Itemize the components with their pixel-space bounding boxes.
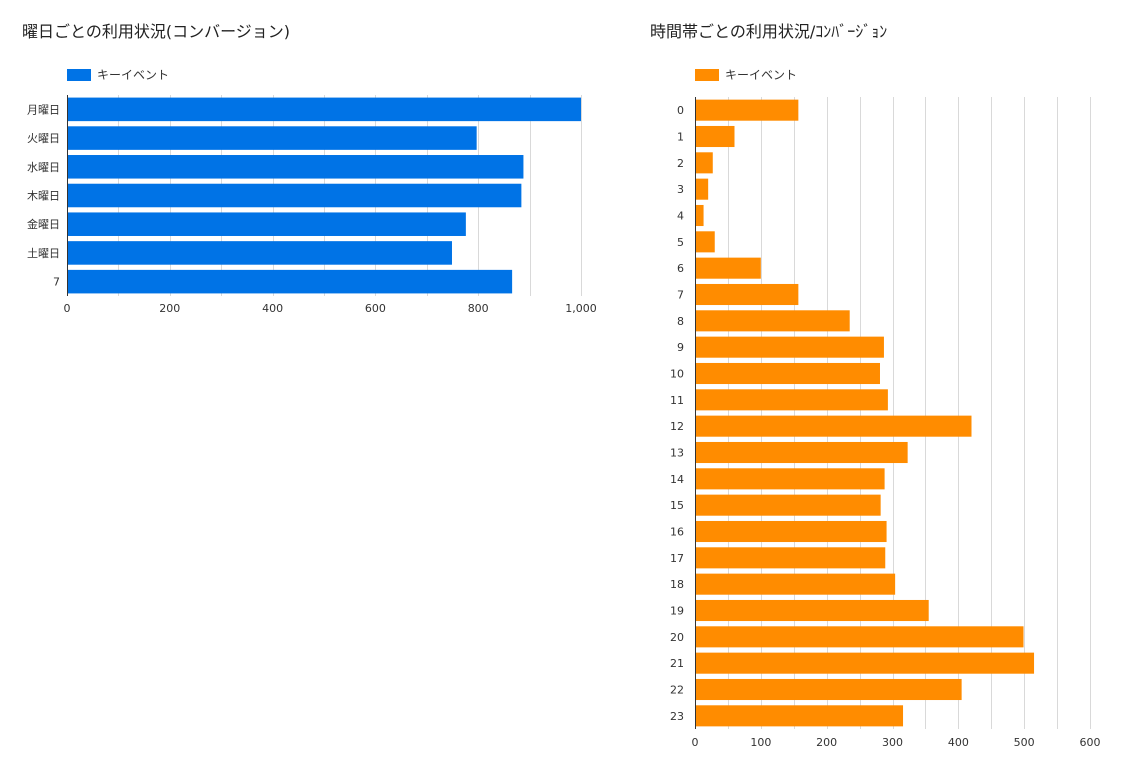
chart1-x-tick-label: 0 (64, 302, 71, 315)
chart2-bar (695, 231, 715, 253)
chart2-category-label: 21 (670, 657, 684, 670)
chart2-bar (695, 310, 850, 332)
chart2-legend-label: キーイベント (725, 68, 798, 82)
chart1-bar (67, 241, 452, 265)
chart1-x-tick-label: 1,000 (565, 302, 597, 315)
chart1-bar (67, 155, 524, 179)
chart2-category-label: 9 (677, 341, 684, 354)
chart2-bar (695, 389, 888, 411)
chart2-bar (695, 152, 713, 174)
chart2-category-label: 4 (677, 210, 684, 223)
chart2-category-label: 23 (670, 710, 684, 723)
chart2-bar (695, 204, 704, 227)
chart2-bar (695, 441, 908, 464)
chart2-category-label: 10 (670, 368, 684, 381)
chart1-category-label: 木曜日 (27, 190, 60, 203)
chart2-category-label: 22 (670, 684, 684, 697)
chart2-category-label: 20 (670, 631, 684, 644)
chart1-bar (67, 269, 513, 294)
chart2-x-tick-label: 500 (1014, 736, 1035, 749)
chart1-bar (67, 212, 466, 236)
chart2-category-label: 17 (670, 552, 684, 565)
chart2-bar (695, 415, 972, 437)
chart2-category-label: 16 (670, 526, 684, 539)
chart2-category-label: 6 (677, 262, 684, 275)
chart2-bar (695, 494, 881, 516)
chart2-x-tick-label: 400 (948, 736, 969, 749)
chart2-category-label: 19 (670, 605, 684, 618)
chart1-x-tick-label: 200 (159, 302, 180, 315)
chart2-category-label: 2 (677, 157, 684, 170)
chart1-category-label: 月曜日 (27, 103, 60, 116)
chart2-bar (695, 626, 1024, 648)
chart1-title: 曜日ごとの利用状況(コンバージョン) (22, 22, 291, 41)
chart2-bar (695, 362, 880, 385)
chart1-category-label: 火曜日 (27, 132, 60, 145)
chart2-bar (695, 573, 896, 595)
chart2-legend-swatch (695, 68, 719, 81)
chart2-bar (695, 678, 962, 701)
chart2-bar (695, 705, 904, 727)
chart2-category-label: 15 (670, 499, 684, 512)
chart2-bar (695, 652, 1035, 674)
chart2-x-tick-label: 0 (692, 736, 699, 749)
chart2-bar (695, 468, 885, 490)
chart2-category-label: 0 (677, 104, 684, 117)
chart2-bar (695, 178, 709, 200)
chart1-x-tick-label: 800 (468, 302, 489, 315)
chart1-category-label: 7 (53, 276, 60, 289)
chart2-category-label: 13 (670, 447, 684, 460)
chart2-bar (695, 336, 884, 358)
chart1-legend-label: キーイベント (97, 68, 170, 82)
chart2-category-label: 18 (670, 578, 684, 591)
chart1-bar (67, 126, 477, 150)
chart1-legend-swatch (67, 68, 91, 81)
chart2-category-label: 7 (677, 289, 684, 302)
chart2-bar (695, 283, 799, 306)
chart2-bar (695, 99, 799, 121)
chart2-category-label: 14 (670, 473, 684, 486)
chart2-bar (695, 547, 886, 569)
chart1-x-tick-label: 600 (365, 302, 386, 315)
chart2-bar (695, 257, 761, 279)
chart1-category-label: 土曜日 (27, 247, 60, 260)
chart2-bar (695, 520, 887, 543)
chart1-category-label: 金曜日 (27, 217, 60, 231)
chart1-bar (67, 97, 581, 122)
chart2-title: 時間帯ごとの利用状況/ｺﾝﾊﾞｰｼﾞｮﾝ (650, 22, 888, 41)
chart2-x-tick-label: 100 (750, 736, 771, 749)
chart2-category-label: 11 (670, 394, 684, 407)
chart2-category-label: 12 (670, 420, 684, 433)
chart2-x-tick-label: 300 (882, 736, 903, 749)
chart2-category-label: 8 (677, 315, 684, 328)
chart1-x-tick-label: 400 (262, 302, 283, 315)
chart2-legend: キーイベント (695, 66, 797, 83)
chart2-x-tick-label: 600 (1080, 736, 1101, 749)
chart1-bar (67, 183, 522, 208)
chart2-x-tick-label: 200 (816, 736, 837, 749)
chart2-bar (695, 599, 929, 622)
chart1-category-label: 水曜日 (27, 161, 60, 174)
chart2-category-label: 1 (677, 131, 684, 144)
chart2-category-label: 3 (677, 183, 684, 196)
chart2-bar (695, 125, 735, 148)
chart2-category-label: 5 (677, 236, 684, 249)
chart1-legend: キーイベント (67, 66, 169, 83)
